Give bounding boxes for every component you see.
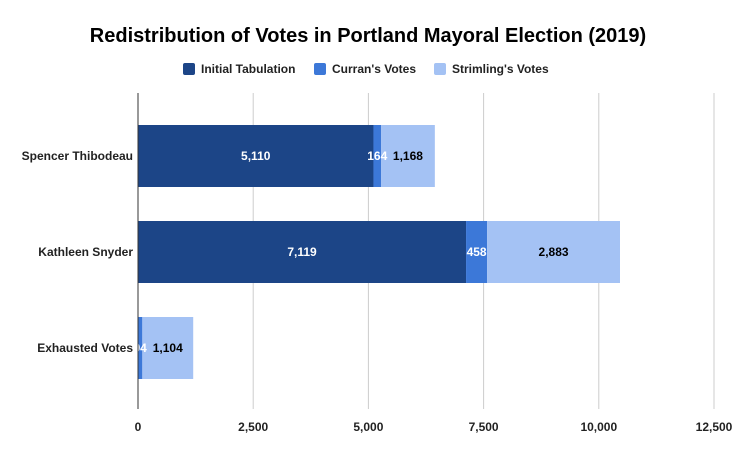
category-label-exhausted-votes: Exhausted Votes (37, 341, 133, 355)
legend-label-curran-s-votes: Curran's Votes (332, 62, 416, 76)
data-label-spencer-thibodeau-curran-s-votes: 164 (367, 149, 387, 163)
legend-item-initial-tabulation: Initial Tabulation (183, 62, 295, 76)
x-tick-label-0: 0 (135, 420, 142, 434)
bar-kathleen-snyder-initial-tabulation (138, 221, 467, 283)
bar-kathleen-snyder-curran-s-votes (466, 221, 488, 283)
x-tick-label-5-000: 5,000 (353, 420, 383, 434)
chart-title: Redistribution of Votes in Portland Mayo… (90, 25, 646, 47)
bar-spencer-thibodeau-strimling-s-votes (381, 125, 435, 187)
bar-spencer-thibodeau-initial-tabulation (138, 125, 374, 187)
x-tick-label-7-500: 7,500 (469, 420, 499, 434)
x-tick-label-2-500: 2,500 (238, 420, 268, 434)
category-label-spencer-thibodeau: Spencer Thibodeau (22, 149, 133, 163)
legend-label-initial-tabulation: Initial Tabulation (201, 62, 295, 76)
legend-item-strimling-s-votes: Strimling's Votes (434, 62, 549, 76)
data-label-kathleen-snyder-curran-s-votes: 458 (467, 245, 487, 259)
data-label-kathleen-snyder-strimling-s-votes: 2,883 (539, 245, 569, 259)
legend-item-curran-s-votes: Curran's Votes (314, 62, 416, 76)
category-label-kathleen-snyder: Kathleen Snyder (38, 245, 133, 259)
bar-kathleen-snyder-strimling-s-votes (487, 221, 620, 283)
x-tick-label-12-500: 12,500 (696, 420, 733, 434)
data-label-spencer-thibodeau-strimling-s-votes: 1,168 (393, 149, 423, 163)
data-label-spencer-thibodeau-initial-tabulation: 5,110 (241, 149, 271, 163)
legend: Initial Tabulation Curran's Votes Strimlin… (183, 62, 549, 76)
data-label-kathleen-snyder-initial-tabulation: 7,119 (287, 245, 317, 259)
legend-swatch-curran-s-votes (314, 63, 326, 75)
x-axis-tick-labels: 0 2,500 5,000 7,500 10,000 12,500 (135, 420, 733, 434)
data-label-exhausted-votes-curran-s-votes: 94 (133, 341, 147, 355)
legend-swatch-strimling-s-votes (434, 63, 446, 75)
bars (138, 125, 620, 379)
bar-exhausted-votes-curran-s-votes (138, 317, 143, 379)
x-tick-label-10-000: 10,000 (580, 420, 617, 434)
category-labels: Spencer Thibodeau Kathleen Snyder Exhauste… (22, 149, 134, 355)
data-label-exhausted-votes-strimling-s-votes: 1,104 (153, 341, 183, 355)
legend-swatch-initial-tabulation (183, 63, 195, 75)
bar-spencer-thibodeau-curran-s-votes (373, 125, 382, 187)
bar-exhausted-votes-strimling-s-votes (142, 317, 194, 379)
data-labels: 5,110 164 1,168 7,119 458 2,883 94 1,104 (133, 149, 568, 355)
legend-label-strimling-s-votes: Strimling's Votes (452, 62, 549, 76)
